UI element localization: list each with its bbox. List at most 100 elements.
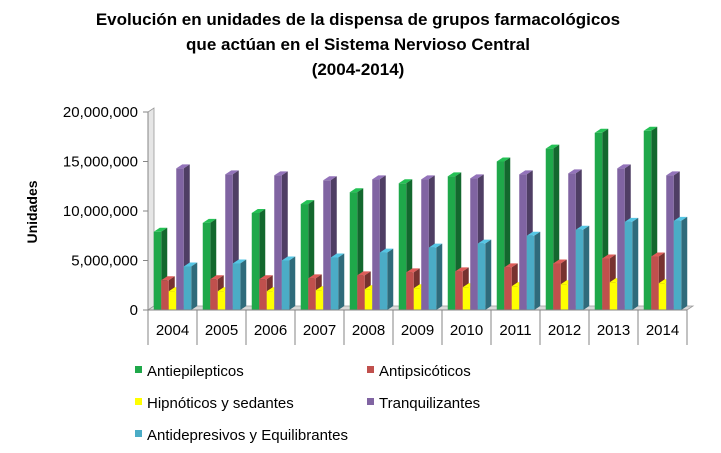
bar-front xyxy=(308,278,316,310)
legend-swatch xyxy=(367,398,374,405)
bar-front xyxy=(406,272,414,310)
bar-top xyxy=(398,179,413,184)
bar-side xyxy=(387,248,394,310)
bar-front xyxy=(398,183,407,310)
legend-label: Tranquilizantes xyxy=(379,395,480,412)
bar-top xyxy=(232,259,247,264)
bar-top xyxy=(372,175,386,180)
bar-front xyxy=(568,173,576,310)
bar-front xyxy=(511,286,520,310)
bar-front xyxy=(609,282,618,310)
bar-front xyxy=(496,161,505,310)
bar-front xyxy=(477,243,486,310)
legend-item: Hipnóticos y sedantes xyxy=(135,395,294,412)
bar-front xyxy=(315,290,324,310)
bar-side xyxy=(289,256,296,310)
bar-top xyxy=(251,208,266,213)
bar-side xyxy=(583,225,590,310)
bar-front xyxy=(519,174,527,310)
bar-top xyxy=(624,217,639,222)
x-tick-label: 2004 xyxy=(156,322,189,339)
legend-label: Hipnóticos y sedantes xyxy=(147,395,294,412)
bar-side xyxy=(632,217,639,310)
bar-front xyxy=(330,257,339,310)
legend-item: Antipsicóticos xyxy=(367,363,471,380)
bar-top xyxy=(323,176,337,181)
bar-front xyxy=(217,291,226,310)
bar-front xyxy=(413,288,422,310)
legend-swatch xyxy=(367,366,374,373)
bar-top xyxy=(477,239,492,244)
bar-front xyxy=(666,175,674,310)
bar-side xyxy=(436,243,443,310)
x-tick-label: 2006 xyxy=(254,322,287,339)
bar-front xyxy=(202,222,211,310)
x-tick-label: 2005 xyxy=(205,322,238,339)
bar xyxy=(575,225,590,310)
bar-top xyxy=(300,200,315,205)
bar-top xyxy=(496,157,511,162)
x-tick-label: 2007 xyxy=(303,322,336,339)
bar-front xyxy=(274,175,282,310)
x-tick-label: 2009 xyxy=(401,322,434,339)
bar xyxy=(526,231,541,310)
bar-top xyxy=(470,174,484,179)
bar-front xyxy=(251,212,260,310)
bar-front xyxy=(602,258,610,310)
x-tick-label: 2008 xyxy=(352,322,385,339)
bar-top xyxy=(225,170,239,175)
bar-side xyxy=(485,239,492,310)
x-tick-label: 2013 xyxy=(597,322,630,339)
bar-front xyxy=(357,275,365,310)
bar-front xyxy=(364,289,373,310)
bar-front xyxy=(323,180,331,310)
bar-front xyxy=(266,291,275,310)
bar-front xyxy=(575,229,584,310)
bar-top xyxy=(526,231,541,236)
bar-front xyxy=(225,174,233,310)
bar-front xyxy=(372,179,380,310)
legend: Antiepilepticos Antipsicóticos Hipnóticos … xyxy=(135,363,480,444)
bar-top xyxy=(519,170,533,175)
bar xyxy=(624,217,639,310)
bar xyxy=(232,259,247,310)
y-tick-label: 15,000,000 xyxy=(63,154,138,171)
y-axis: 0 5,000,000 10,000,000 15,000,000 20,000,000 xyxy=(63,104,149,319)
bar-top xyxy=(643,126,658,131)
bar-front xyxy=(232,263,241,310)
bar-front xyxy=(462,287,471,310)
bar-top xyxy=(406,268,420,273)
bar-side xyxy=(240,259,247,310)
chart-title-line-2: que actúan en el Sistema Nervioso Centra… xyxy=(186,35,530,54)
bar-side xyxy=(338,253,345,310)
bar-front xyxy=(259,279,267,310)
y-tick-label: 20,000,000 xyxy=(63,104,138,121)
bar-front xyxy=(553,263,561,310)
legend-item: Antidepresivos y Equilibrantes xyxy=(135,427,348,444)
bar-top xyxy=(421,175,435,180)
bar xyxy=(281,256,296,310)
legend-item: Tranquilizantes xyxy=(367,395,480,412)
bar-top xyxy=(617,164,631,169)
bar-front xyxy=(210,279,218,310)
bar-side xyxy=(191,262,198,310)
bar-front xyxy=(658,283,667,310)
legend-swatch xyxy=(135,430,142,437)
legend-label: Antidepresivos y Equilibrantes xyxy=(147,427,348,444)
legend-label: Antiepilepticos xyxy=(147,363,244,380)
bar-front xyxy=(504,267,512,310)
bar-front xyxy=(176,168,184,310)
bar-front xyxy=(379,252,388,310)
bar-top xyxy=(210,275,224,280)
y-tick-label: 0 xyxy=(130,302,138,319)
bar xyxy=(673,216,688,310)
bar-top xyxy=(308,274,322,279)
bar-front xyxy=(526,235,535,310)
chart-title-line-1: Evolución en unidades de la dispensa de … xyxy=(96,10,620,29)
bar-top xyxy=(176,164,190,169)
bar-top xyxy=(455,267,469,272)
bar-front xyxy=(300,204,309,310)
x-tick-label: 2011 xyxy=(499,322,531,339)
bar-top xyxy=(274,171,288,176)
